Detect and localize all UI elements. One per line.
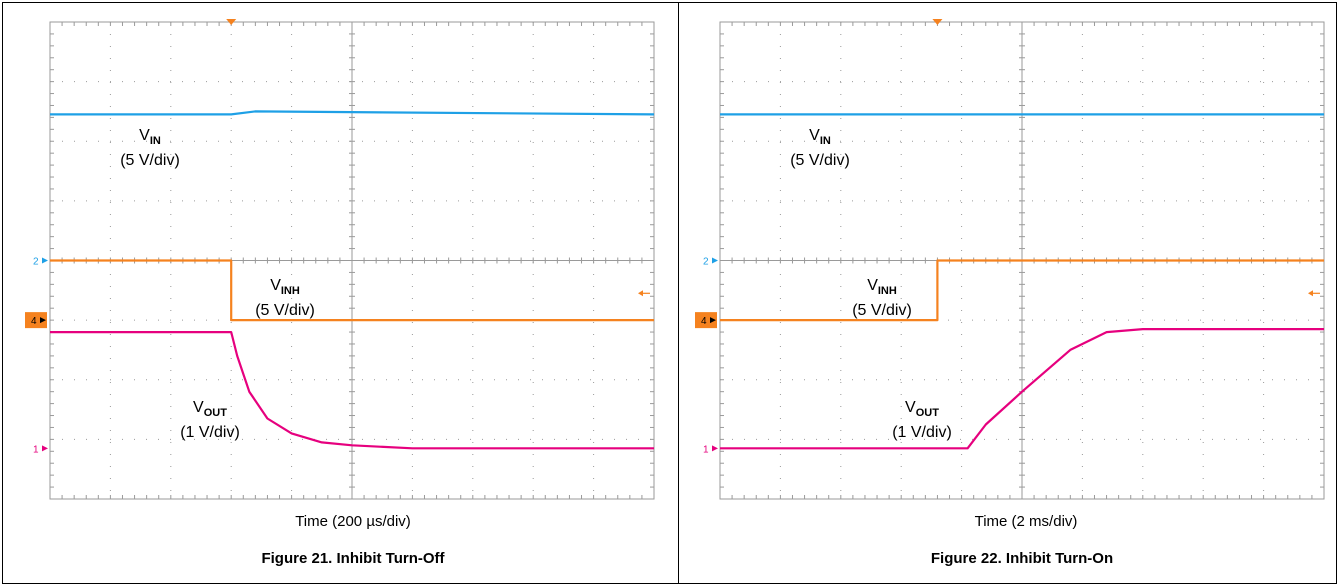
channel-2-arrow [712, 257, 718, 264]
vin-trace [50, 110, 655, 116]
panel-right: 2 4 1 VIN (5 V/div) VINH (5 V/div) VOUT (1… [670, 0, 1340, 587]
channel-4-marker: 4 [701, 316, 707, 327]
vin-label: VIN (5 V/div) [120, 127, 180, 169]
channel-4-arrow [710, 317, 716, 324]
channel-2-arrow [42, 257, 48, 264]
channel-1-arrow [42, 445, 48, 452]
figure-caption: Figure 21. Inhibit Turn-Off [261, 550, 445, 567]
x-axis-label: Time (2 ms/div) [974, 513, 1078, 530]
channel-4-marker: 4 [31, 316, 37, 327]
channel-4-arrow [40, 317, 46, 324]
figure-divider [678, 2, 679, 584]
trigger-marker [226, 19, 237, 25]
vinh-label: VINH (5 V/div) [255, 277, 315, 319]
vout-trace [720, 328, 1324, 450]
panel-left: 2 4 1 VIN (5 V/div) VINH (5 V/div) VOUT (1… [25, 19, 655, 567]
vout-trace [50, 331, 654, 450]
reference-arrow-head [638, 290, 643, 297]
scope-plot-right: 2 4 1 [695, 19, 1325, 500]
scope-plot-left: 2 4 1 [25, 19, 655, 500]
channel-2-marker: 2 [703, 257, 709, 268]
vinh-trace [720, 259, 1324, 322]
vin-label: VIN (5 V/div) [790, 127, 850, 169]
reference-arrow-head [1308, 290, 1313, 297]
channel-4-marker-box [25, 312, 47, 329]
vout-label: VOUT (1 V/div) [180, 399, 240, 441]
figure-caption: Figure 22. Inhibit Turn-On [930, 550, 1114, 567]
vinh-trace [50, 259, 654, 322]
channel-4-marker-box [695, 312, 717, 329]
vout-label: VOUT (1 V/div) [892, 399, 952, 441]
channel-1-arrow [712, 445, 718, 452]
channel-1-marker: 1 [33, 444, 39, 455]
trigger-marker [932, 19, 943, 25]
channel-1-marker: 1 [703, 444, 709, 455]
vinh-label: VINH (5 V/div) [852, 277, 912, 319]
channel-2-marker: 2 [33, 257, 39, 268]
x-axis-label: Time (200 µs/div) [295, 513, 411, 530]
